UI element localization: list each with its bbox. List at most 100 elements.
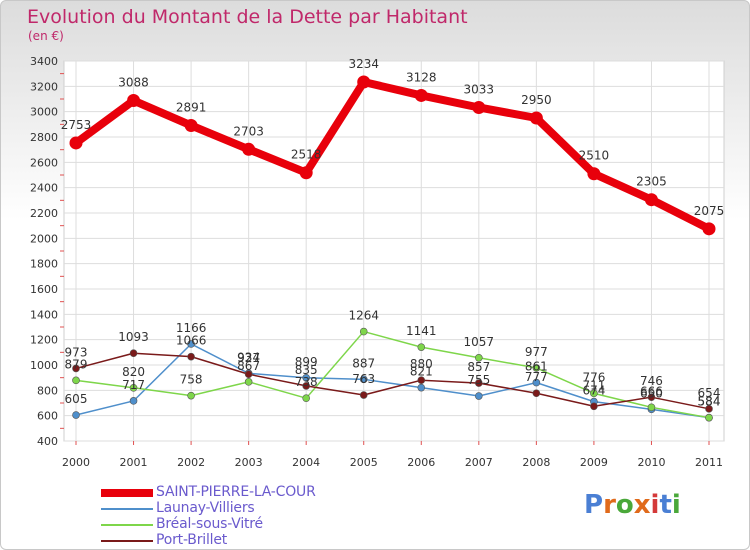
data-label: 880 bbox=[410, 357, 433, 371]
data-label: 1066 bbox=[176, 334, 207, 348]
data-point bbox=[475, 379, 483, 387]
data-label: 2510 bbox=[579, 149, 610, 163]
data-point bbox=[187, 352, 195, 361]
x-tick-label: 2003 bbox=[235, 456, 263, 469]
logo-letter: o bbox=[615, 490, 634, 520]
plot-area bbox=[63, 60, 725, 442]
data-point bbox=[702, 222, 716, 236]
y-tick-label: 2200 bbox=[30, 207, 58, 220]
y-tick-label: 2000 bbox=[30, 232, 58, 245]
legend-label: Bréal-sous-Vitré bbox=[156, 516, 263, 532]
data-label: 2305 bbox=[636, 175, 667, 189]
legend-swatch bbox=[101, 489, 153, 497]
data-point bbox=[475, 392, 483, 400]
y-tick-label: 1400 bbox=[30, 308, 58, 321]
series-line-port-brillet bbox=[75, 352, 710, 410]
data-point bbox=[302, 394, 310, 402]
data-point bbox=[129, 349, 138, 358]
data-label: 3234 bbox=[348, 57, 379, 71]
data-label: 666 bbox=[640, 384, 663, 398]
logo-letter: r bbox=[603, 490, 616, 520]
x-tick-label: 2001 bbox=[120, 456, 148, 469]
data-label: 763 bbox=[352, 372, 375, 386]
data-label: 1141 bbox=[406, 324, 437, 338]
data-point bbox=[590, 402, 598, 411]
data-point bbox=[705, 405, 713, 413]
data-label: 867 bbox=[237, 359, 260, 373]
data-label: 879 bbox=[65, 357, 88, 371]
data-label: 857 bbox=[467, 360, 490, 374]
data-label: 2753 bbox=[61, 118, 92, 132]
data-point bbox=[69, 136, 83, 150]
data-point bbox=[72, 364, 80, 373]
data-label: 650 bbox=[640, 386, 663, 400]
data-label: 2075 bbox=[694, 204, 725, 218]
data-label: 755 bbox=[467, 373, 490, 387]
data-label: 887 bbox=[352, 356, 375, 370]
data-label: 820 bbox=[122, 365, 145, 379]
legend-label: SAINT-PIERRE-LA-COUR bbox=[156, 484, 316, 500]
data-point bbox=[302, 382, 310, 390]
data-label: 584 bbox=[698, 395, 721, 409]
data-label: 584 bbox=[698, 395, 721, 409]
y-tick-label: 2600 bbox=[30, 156, 58, 169]
x-tick-label: 2000 bbox=[62, 456, 90, 469]
data-point bbox=[532, 364, 541, 372]
y-tick-label: 2800 bbox=[30, 131, 58, 144]
y-tick-label: 3400 bbox=[30, 55, 58, 68]
logo-letter: i bbox=[671, 490, 681, 520]
data-label: 605 bbox=[65, 392, 88, 406]
data-label: 2891 bbox=[176, 100, 207, 114]
data-point bbox=[647, 403, 656, 412]
data-point bbox=[359, 391, 368, 399]
data-point bbox=[129, 397, 138, 405]
data-label: 3088 bbox=[118, 76, 149, 90]
legend-label: Port-Brillet bbox=[156, 532, 228, 548]
data-point bbox=[72, 411, 80, 419]
x-tick-label: 2004 bbox=[292, 456, 320, 469]
data-label: 674 bbox=[582, 383, 605, 397]
legend-swatch bbox=[101, 524, 153, 526]
data-point bbox=[472, 100, 486, 114]
data-label: 777 bbox=[525, 370, 548, 384]
data-point bbox=[357, 75, 371, 89]
legend-label: Launay-Villiers bbox=[156, 500, 255, 516]
x-tick-label: 2008 bbox=[522, 456, 550, 469]
data-point bbox=[244, 378, 253, 386]
data-label: 738 bbox=[295, 375, 318, 389]
data-point bbox=[187, 391, 195, 400]
y-tick-label: 600 bbox=[37, 410, 58, 423]
data-point bbox=[417, 383, 426, 392]
x-tick-label: 2009 bbox=[580, 456, 608, 469]
x-tick-label: 2006 bbox=[407, 456, 435, 469]
data-label: 835 bbox=[295, 363, 318, 377]
data-label: 746 bbox=[640, 374, 663, 388]
x-tick-label: 2011 bbox=[695, 456, 723, 469]
y-tick-label: 1600 bbox=[30, 283, 58, 296]
logo-letter: t bbox=[659, 490, 672, 520]
data-point bbox=[72, 376, 80, 385]
data-point bbox=[644, 193, 658, 207]
data-point bbox=[587, 167, 601, 181]
data-label: 977 bbox=[525, 345, 548, 359]
y-tick-label: 400 bbox=[37, 435, 58, 448]
data-label: 899 bbox=[295, 355, 318, 369]
series-line-br-al-sous-vitr- bbox=[75, 330, 710, 419]
legend-swatch bbox=[101, 508, 153, 510]
data-point bbox=[302, 373, 310, 382]
data-label: 758 bbox=[180, 373, 203, 387]
data-point bbox=[299, 166, 313, 180]
data-label: 2703 bbox=[233, 124, 264, 138]
data-label: 927 bbox=[237, 351, 260, 365]
legend-swatch bbox=[101, 540, 153, 542]
y-tick-label: 3200 bbox=[30, 80, 58, 93]
data-point bbox=[129, 383, 138, 392]
series-line-launay-villiers bbox=[75, 343, 710, 419]
data-point bbox=[414, 88, 428, 102]
data-label: 3128 bbox=[406, 70, 437, 84]
data-point bbox=[184, 118, 198, 132]
data-label: 1093 bbox=[118, 330, 149, 344]
y-tick-label: 1000 bbox=[30, 359, 58, 372]
logo-letter: i bbox=[650, 490, 660, 520]
